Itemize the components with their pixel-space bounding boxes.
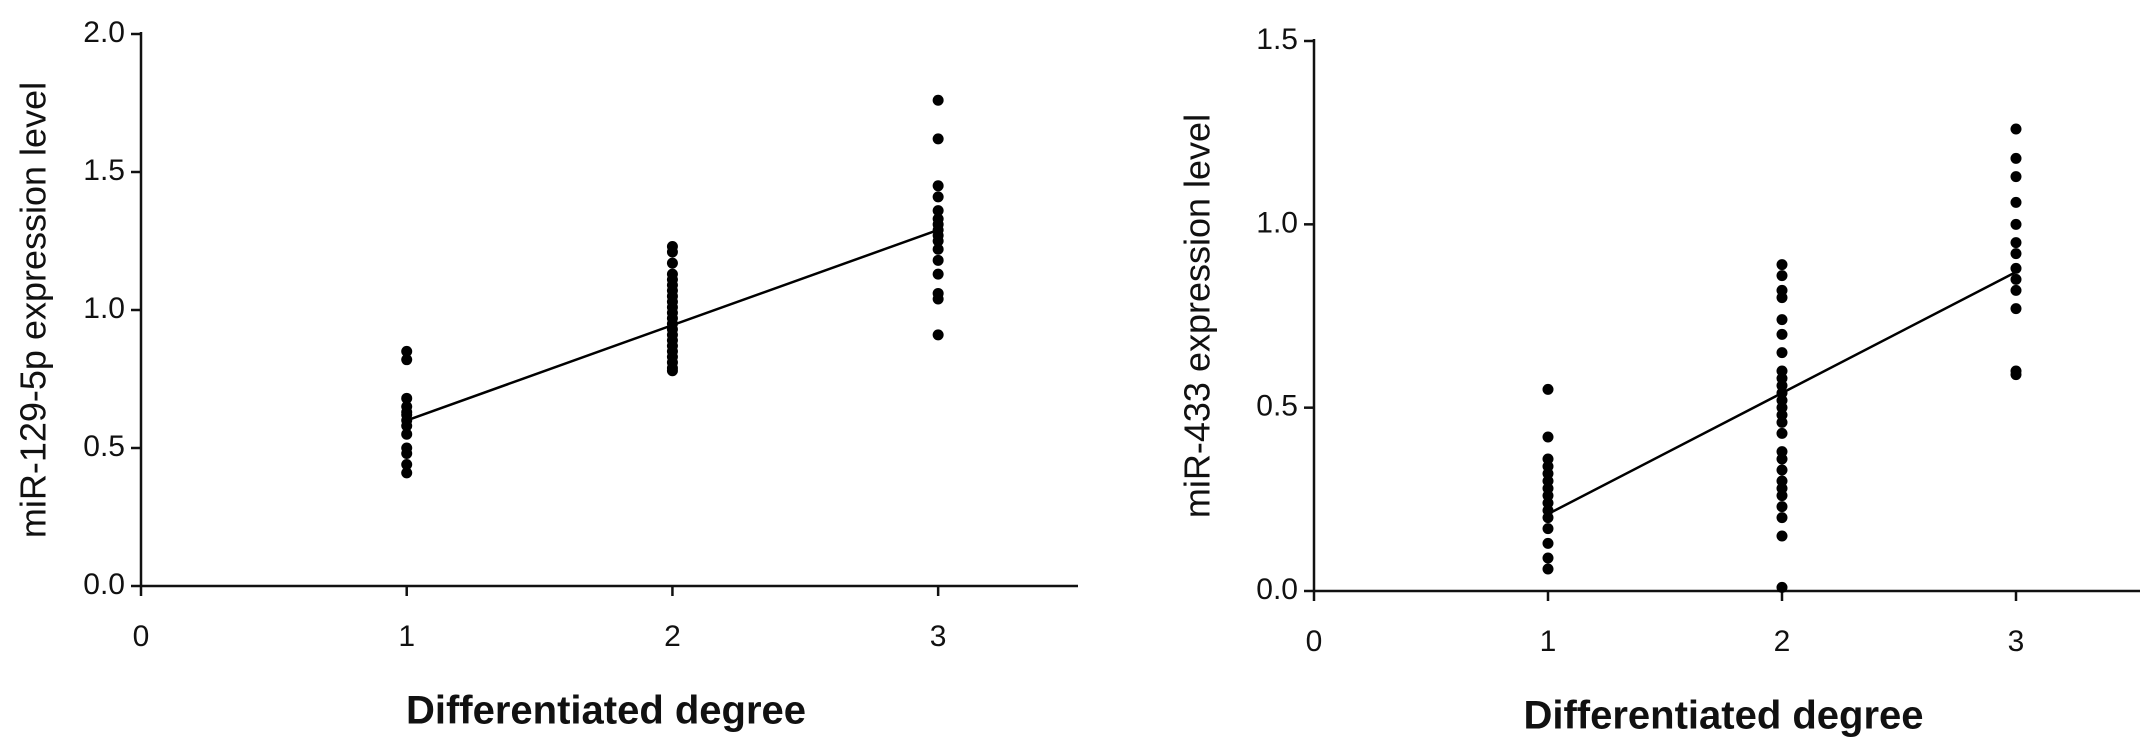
data-point bbox=[932, 94, 944, 106]
data-point bbox=[2010, 171, 2022, 183]
data-point bbox=[2010, 262, 2022, 274]
data-point bbox=[1776, 512, 1788, 524]
y-axis-title: miR-433 expression level bbox=[1177, 114, 1218, 518]
data-point bbox=[932, 293, 944, 305]
data-point bbox=[932, 235, 944, 247]
data-point bbox=[932, 191, 944, 203]
data-point bbox=[401, 428, 413, 440]
x-tick-label: 2 bbox=[664, 620, 681, 653]
data-point bbox=[1776, 501, 1788, 513]
data-point bbox=[2010, 248, 2022, 260]
y-tick-label: 2.0 bbox=[83, 16, 125, 49]
data-point bbox=[1776, 464, 1788, 476]
y-tick-label: 0.5 bbox=[1256, 390, 1298, 423]
data-point bbox=[401, 467, 413, 479]
data-point bbox=[1542, 383, 1554, 395]
x-tick-label: 3 bbox=[930, 620, 947, 653]
data-point bbox=[2010, 284, 2022, 296]
data-point bbox=[2010, 196, 2022, 208]
y-tick-label: 1.5 bbox=[1256, 23, 1298, 56]
x-tick-label: 2 bbox=[1774, 625, 1791, 658]
data-point bbox=[932, 180, 944, 192]
x-tick-label: 0 bbox=[133, 620, 150, 653]
data-point bbox=[932, 254, 944, 266]
data-point bbox=[1542, 512, 1554, 524]
data-point bbox=[401, 420, 413, 432]
x-tick-label: 3 bbox=[2008, 625, 2025, 658]
data-point bbox=[2010, 237, 2022, 249]
data-point bbox=[666, 257, 678, 269]
y-tick-label: 0.0 bbox=[83, 568, 125, 601]
data-point bbox=[1776, 581, 1788, 593]
x-axis-title: Differentiated degree bbox=[1523, 694, 1923, 738]
data-point bbox=[1542, 537, 1554, 549]
data-point bbox=[401, 345, 413, 357]
data-point bbox=[1776, 292, 1788, 304]
data-point bbox=[1542, 552, 1554, 564]
data-point bbox=[666, 246, 678, 258]
y-tick-label: 1.0 bbox=[83, 292, 125, 325]
data-point bbox=[401, 354, 413, 366]
y-tick-label: 1.5 bbox=[83, 154, 125, 187]
data-point bbox=[1776, 453, 1788, 465]
data-point bbox=[401, 459, 413, 471]
data-point bbox=[401, 392, 413, 404]
data-point bbox=[1542, 431, 1554, 443]
x-tick-label: 1 bbox=[398, 620, 415, 653]
data-point bbox=[1776, 314, 1788, 326]
data-point bbox=[2010, 273, 2022, 285]
data-point bbox=[666, 365, 678, 377]
data-point bbox=[2010, 303, 2022, 315]
data-point bbox=[932, 133, 944, 145]
data-point bbox=[932, 243, 944, 255]
data-point bbox=[1776, 328, 1788, 340]
x-tick-label: 1 bbox=[1540, 625, 1557, 658]
y-axis-title: miR-129-5p expression level bbox=[13, 82, 54, 538]
data-point bbox=[1776, 259, 1788, 271]
data-point bbox=[1776, 347, 1788, 359]
data-point bbox=[2010, 123, 2022, 135]
data-point bbox=[1542, 523, 1554, 535]
data-point bbox=[2010, 369, 2022, 381]
data-point bbox=[932, 268, 944, 280]
data-point bbox=[1776, 416, 1788, 428]
data-point bbox=[1776, 490, 1788, 502]
data-point bbox=[2010, 218, 2022, 230]
y-tick-label: 1.0 bbox=[1256, 206, 1298, 239]
data-point bbox=[2010, 152, 2022, 164]
data-point bbox=[401, 448, 413, 460]
y-tick-label: 0.0 bbox=[1256, 573, 1298, 606]
data-point bbox=[932, 205, 944, 217]
y-tick-label: 0.5 bbox=[83, 430, 125, 463]
data-point bbox=[1776, 530, 1788, 542]
x-axis-title: Differentiated degree bbox=[406, 689, 806, 733]
data-point bbox=[1776, 427, 1788, 439]
data-point bbox=[1542, 563, 1554, 575]
data-point bbox=[932, 329, 944, 341]
data-point bbox=[1776, 270, 1788, 282]
x-tick-label: 0 bbox=[1306, 625, 1323, 658]
